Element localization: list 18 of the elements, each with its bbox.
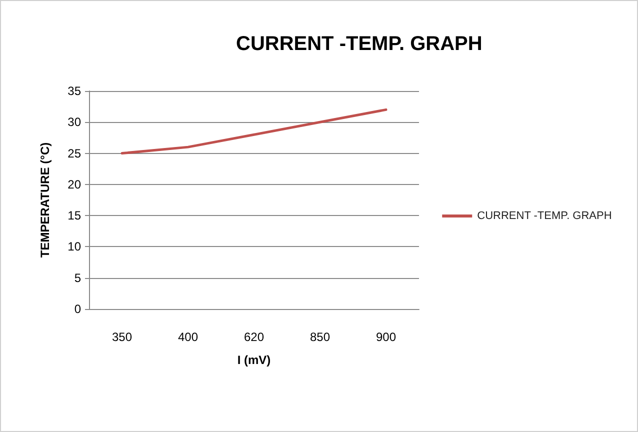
y-axis-title: TEMPERATURE (°C) xyxy=(38,142,52,258)
y-tick-label: 15 xyxy=(68,208,82,223)
y-tick-label: 20 xyxy=(68,177,82,192)
y-tick-label: 5 xyxy=(74,270,82,285)
y-tick-label: 30 xyxy=(68,115,82,130)
y-tick-label: 25 xyxy=(68,146,82,160)
legend-label: CURRENT -TEMP. GRAPH xyxy=(477,210,612,222)
x-tick-label: 620 xyxy=(244,330,264,344)
y-tick-label: 10 xyxy=(68,240,82,254)
y-tick-label: 0 xyxy=(74,302,82,316)
x-tick-label: 350 xyxy=(112,330,132,344)
chart-title: CURRENT -TEMP. GRAPH xyxy=(236,33,482,55)
x-tick-label: 400 xyxy=(178,330,198,344)
line-series xyxy=(120,108,388,155)
x-axis-title: I (mV) xyxy=(237,353,271,367)
x-tick-label: 850 xyxy=(310,330,330,344)
x-tick-label: 900 xyxy=(376,330,396,344)
y-tick-label: 35 xyxy=(68,84,82,98)
